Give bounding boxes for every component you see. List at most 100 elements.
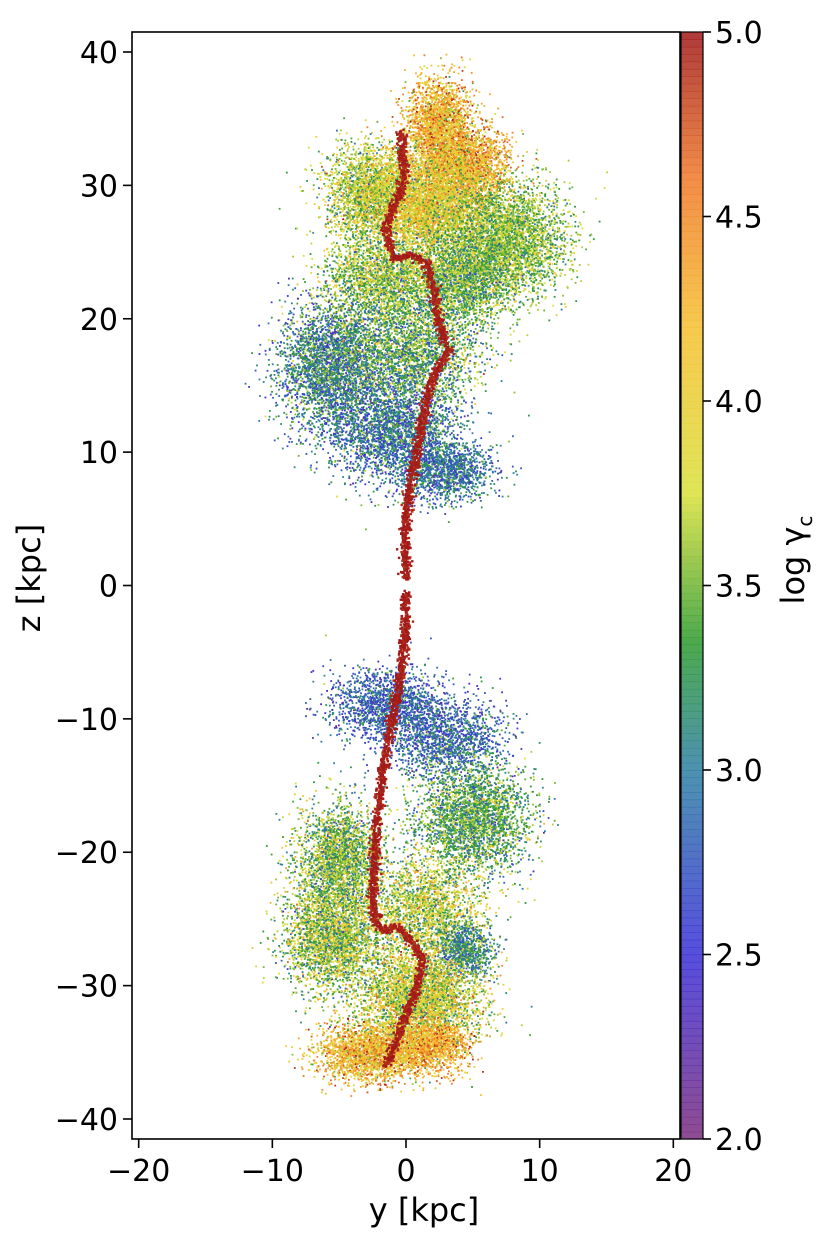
particle-point bbox=[435, 128, 437, 130]
particle-point bbox=[424, 65, 426, 67]
particle-point bbox=[434, 93, 436, 95]
particle-point bbox=[464, 114, 466, 116]
particle-point bbox=[465, 105, 467, 107]
particle-point bbox=[408, 122, 410, 124]
particle-point bbox=[424, 111, 426, 113]
particle-point bbox=[444, 98, 446, 100]
particle-point bbox=[443, 121, 445, 123]
particle-point bbox=[419, 119, 421, 121]
particle-point bbox=[459, 116, 461, 118]
particle-point bbox=[408, 115, 410, 117]
particle-point bbox=[428, 78, 430, 80]
particle-point bbox=[443, 98, 445, 100]
particle-point bbox=[450, 108, 452, 110]
particle-point bbox=[517, 155, 519, 157]
particle-point bbox=[415, 132, 417, 134]
particle-point bbox=[401, 124, 403, 126]
particle-point bbox=[418, 127, 420, 129]
particle-point bbox=[486, 155, 488, 157]
particle-point bbox=[419, 67, 421, 69]
particle-point bbox=[429, 150, 431, 152]
particle-point bbox=[451, 139, 453, 141]
particle-point bbox=[472, 105, 474, 107]
particle-point bbox=[410, 137, 412, 139]
particle-point bbox=[415, 112, 417, 114]
particle-point bbox=[454, 103, 456, 105]
particle-point bbox=[412, 102, 414, 104]
particle-point bbox=[419, 85, 421, 87]
particle-point bbox=[456, 85, 458, 87]
particle-point bbox=[451, 82, 453, 84]
particle-point bbox=[477, 116, 479, 118]
particle-point bbox=[432, 112, 434, 114]
particle-point bbox=[427, 102, 429, 104]
particle-point bbox=[491, 118, 493, 120]
particle-point bbox=[441, 89, 443, 91]
particle-point bbox=[422, 117, 424, 119]
particle-point bbox=[400, 112, 402, 114]
particle-point bbox=[428, 85, 430, 87]
particle-point bbox=[457, 105, 459, 107]
particle-point bbox=[419, 150, 421, 152]
particle-point bbox=[414, 123, 416, 125]
particle-point bbox=[462, 136, 464, 138]
particle-point bbox=[458, 118, 460, 120]
particle-point bbox=[450, 133, 452, 135]
particle-point bbox=[438, 65, 440, 67]
particle-point bbox=[423, 179, 425, 181]
particle-point bbox=[441, 131, 443, 133]
particle-point bbox=[391, 121, 393, 123]
particle-point bbox=[472, 125, 474, 127]
particle-point bbox=[448, 96, 450, 98]
particle-point bbox=[455, 134, 457, 136]
particle-point bbox=[446, 94, 448, 96]
particle-point bbox=[418, 103, 420, 105]
particle-point bbox=[429, 91, 431, 93]
particle-point bbox=[461, 57, 463, 59]
particle-point bbox=[440, 83, 442, 85]
particle-point bbox=[395, 98, 397, 100]
particle-point bbox=[470, 133, 472, 135]
particle-point bbox=[511, 146, 513, 148]
particle-point bbox=[430, 144, 432, 146]
particle-point bbox=[448, 83, 450, 85]
particle-point bbox=[444, 111, 446, 113]
particle-point bbox=[469, 58, 471, 60]
particle-point bbox=[396, 102, 398, 104]
particle-point bbox=[476, 147, 478, 149]
particle-point bbox=[432, 82, 434, 84]
particle-point bbox=[485, 142, 487, 144]
particle-point bbox=[407, 146, 409, 148]
particle-point bbox=[511, 137, 513, 139]
particle-point bbox=[478, 135, 480, 137]
particle-point bbox=[404, 87, 406, 89]
particle-point bbox=[464, 86, 466, 88]
particle-point bbox=[503, 188, 505, 190]
particle-point bbox=[437, 103, 439, 105]
particle-point bbox=[414, 94, 416, 96]
particle-point bbox=[452, 129, 454, 131]
particle-point bbox=[445, 86, 447, 88]
particle-point bbox=[506, 159, 508, 161]
particle-point bbox=[463, 90, 465, 92]
particle-point bbox=[455, 126, 457, 128]
particle-point bbox=[459, 98, 461, 100]
particle-point bbox=[477, 189, 479, 191]
particle-point bbox=[472, 130, 474, 132]
particle-point bbox=[435, 123, 437, 125]
particle-point bbox=[460, 143, 462, 145]
particle-point bbox=[440, 116, 442, 118]
particle-point bbox=[425, 101, 427, 103]
particle-point bbox=[453, 133, 455, 135]
particle-point bbox=[436, 108, 438, 110]
particle-point bbox=[410, 114, 412, 116]
particle-point bbox=[440, 57, 442, 59]
particle-point bbox=[412, 115, 414, 117]
particle-point bbox=[436, 118, 438, 120]
particle-point bbox=[447, 124, 449, 126]
particle-point bbox=[489, 151, 491, 153]
particle-point bbox=[417, 120, 419, 122]
particle-point bbox=[441, 141, 443, 143]
particle-point bbox=[469, 96, 471, 98]
particle-point bbox=[474, 126, 476, 128]
